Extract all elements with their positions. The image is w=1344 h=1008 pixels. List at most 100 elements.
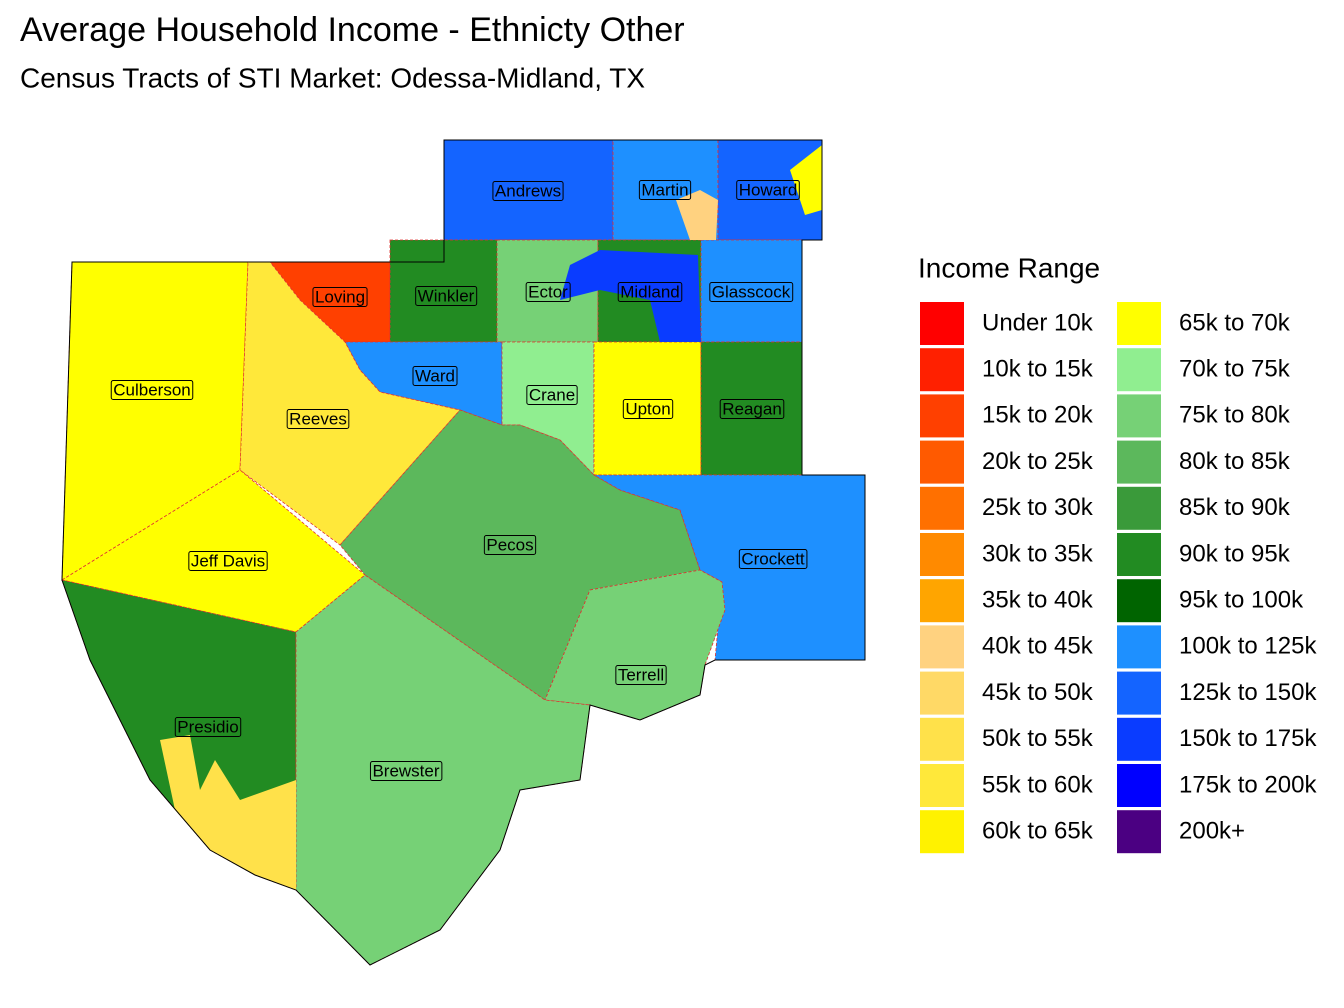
label-box bbox=[415, 285, 478, 306]
legend-label: 65k to 70k bbox=[1179, 309, 1291, 336]
label-box bbox=[483, 534, 537, 555]
legend-swatch bbox=[920, 394, 964, 438]
legend-label: 25k to 30k bbox=[982, 494, 1094, 521]
county bbox=[700, 341, 803, 476]
county-label: Reeves bbox=[289, 409, 347, 428]
label-box bbox=[188, 550, 268, 571]
legend-label: 85k to 90k bbox=[1179, 494, 1291, 521]
label-box bbox=[617, 281, 683, 302]
label-box bbox=[526, 384, 578, 405]
tract bbox=[790, 145, 822, 215]
legend-label: 75k to 80k bbox=[1179, 402, 1291, 429]
label-box bbox=[709, 281, 794, 302]
legend-label: 50k to 55k bbox=[982, 725, 1094, 752]
legend-label: 35k to 40k bbox=[982, 587, 1094, 614]
legend-label: 125k to 150k bbox=[1179, 679, 1317, 706]
legend-label: 30k to 35k bbox=[982, 540, 1094, 567]
tract bbox=[160, 735, 296, 890]
legend-label: 70k to 75k bbox=[1179, 356, 1291, 383]
county-label: Brewster bbox=[372, 761, 439, 780]
county-label: Winkler bbox=[418, 286, 475, 305]
label-box bbox=[110, 379, 194, 400]
tract bbox=[676, 190, 718, 240]
legend-swatch bbox=[1117, 302, 1161, 345]
legend-title: Income Range bbox=[918, 252, 1100, 283]
county-label: Reagan bbox=[722, 399, 782, 418]
label-box bbox=[622, 398, 674, 419]
legend-swatch bbox=[1117, 671, 1161, 715]
label-box bbox=[412, 365, 458, 386]
legend-swatch bbox=[920, 717, 964, 761]
county bbox=[544, 569, 726, 721]
county-label: Crane bbox=[529, 385, 575, 404]
legend-label: 200k+ bbox=[1179, 818, 1245, 845]
legend-swatch bbox=[920, 810, 964, 854]
label-box bbox=[738, 548, 808, 569]
legend-label: 175k to 200k bbox=[1179, 771, 1317, 798]
label-box bbox=[719, 398, 785, 419]
legend-label: 90k to 95k bbox=[1179, 540, 1291, 567]
subtitle: Census Tracts of STI Market: Odessa-Midl… bbox=[20, 62, 645, 93]
county-label: Howard bbox=[739, 180, 798, 199]
legend-swatch bbox=[920, 671, 964, 715]
county bbox=[717, 139, 823, 241]
label-box bbox=[174, 716, 242, 737]
county-label: Jeff Davis bbox=[191, 551, 265, 570]
legend-label: 15k to 20k bbox=[982, 402, 1094, 429]
legend-label: 80k to 85k bbox=[1179, 448, 1291, 475]
county-label: Culberson bbox=[113, 380, 191, 399]
legend-swatch bbox=[1117, 486, 1161, 530]
legend-swatch bbox=[1117, 717, 1161, 761]
legend-swatch bbox=[920, 764, 964, 807]
label-box bbox=[369, 760, 443, 781]
county-label: Glasscock bbox=[712, 282, 791, 301]
county-label: Martin bbox=[641, 180, 688, 199]
county-label: Loving bbox=[315, 287, 365, 306]
legend-swatch bbox=[920, 579, 964, 623]
legend-label: 40k to 45k bbox=[982, 633, 1094, 660]
legend-swatch bbox=[920, 302, 964, 345]
legend-label: 45k to 50k bbox=[982, 679, 1094, 706]
legend-label: 60k to 65k bbox=[982, 818, 1094, 845]
county bbox=[239, 261, 461, 546]
county-label: Ward bbox=[415, 366, 455, 385]
legend-swatch bbox=[1117, 810, 1161, 854]
legend-swatch bbox=[1117, 440, 1161, 484]
county-label: Presidio bbox=[177, 717, 238, 736]
legend-swatch bbox=[1117, 394, 1161, 438]
county-labels: Andrews Martin Howard Loving Winkler Ector Mid… bbox=[110, 179, 808, 781]
label-box bbox=[286, 408, 350, 429]
outline bbox=[61, 139, 866, 966]
county-label: Upton bbox=[625, 399, 670, 418]
legend-label: 20k to 25k bbox=[982, 448, 1094, 475]
county bbox=[389, 239, 498, 343]
label-box bbox=[492, 180, 564, 201]
tract bbox=[560, 250, 701, 342]
legend-swatch bbox=[1117, 348, 1161, 392]
label-box bbox=[736, 179, 800, 200]
legend-swatch bbox=[1117, 579, 1161, 623]
legend-swatch bbox=[920, 348, 964, 392]
legend-swatch bbox=[920, 625, 964, 669]
legend-swatch bbox=[920, 486, 964, 530]
legend-swatch bbox=[1117, 764, 1161, 807]
legend-swatch bbox=[920, 533, 964, 576]
label-box bbox=[615, 664, 667, 685]
legend-swatch bbox=[920, 440, 964, 484]
county-label: Pecos bbox=[486, 535, 533, 554]
legend-swatch bbox=[1117, 533, 1161, 576]
legend-label: 95k to 100k bbox=[1179, 587, 1304, 614]
county-label: Terrell bbox=[618, 665, 664, 684]
legend-label: 55k to 60k bbox=[982, 771, 1094, 798]
county-label: Midland bbox=[620, 282, 680, 301]
legend-label: Under 10k bbox=[982, 309, 1094, 336]
county-label: Crockett bbox=[741, 549, 805, 568]
legend-label: 10k to 15k bbox=[982, 356, 1094, 383]
county-label: Ector bbox=[528, 282, 568, 301]
legend-swatch bbox=[1117, 625, 1161, 669]
label-box bbox=[312, 286, 368, 307]
title: Average Household Income - Ethnicty Othe… bbox=[20, 11, 685, 49]
county-label: Andrews bbox=[495, 181, 561, 200]
